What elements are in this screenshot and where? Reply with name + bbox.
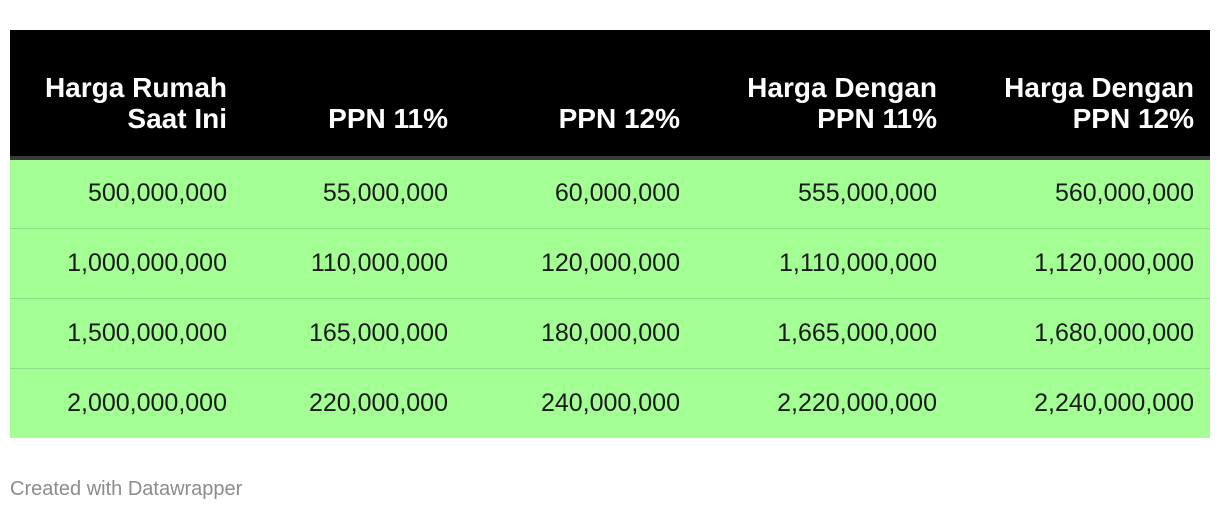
table-cell: 110,000,000 xyxy=(232,228,464,299)
table-cell: 1,500,000,000 xyxy=(10,298,232,369)
table-cell: 560,000,000 xyxy=(953,158,1210,229)
table-cell: 55,000,000 xyxy=(232,158,464,229)
column-header: Harga Dengan PPN 12% xyxy=(953,30,1210,160)
table-cell: 1,665,000,000 xyxy=(696,298,953,369)
data-table-container: Harga Rumah Saat Ini PPN 11% PPN 12% Har… xyxy=(10,30,1210,438)
table-row: 2,000,000,000 220,000,000 240,000,000 2,… xyxy=(10,368,1210,438)
table-cell: 220,000,000 xyxy=(232,368,464,438)
table-cell: 165,000,000 xyxy=(232,298,464,369)
column-header: Harga Dengan PPN 11% xyxy=(696,30,953,160)
table-row: 1,500,000,000 165,000,000 180,000,000 1,… xyxy=(10,298,1210,369)
table-cell: 1,120,000,000 xyxy=(953,228,1210,299)
column-header: Harga Rumah Saat Ini xyxy=(10,30,232,160)
table-cell: 60,000,000 xyxy=(464,158,696,229)
table-cell: 555,000,000 xyxy=(696,158,953,229)
table-cell: 2,000,000,000 xyxy=(10,368,232,438)
table-row: 500,000,000 55,000,000 60,000,000 555,00… xyxy=(10,158,1210,229)
table-cell: 2,240,000,000 xyxy=(953,368,1210,438)
table-cell: 180,000,000 xyxy=(464,298,696,369)
table-cell: 1,110,000,000 xyxy=(696,228,953,299)
header-row: Harga Rumah Saat Ini PPN 11% PPN 12% Har… xyxy=(10,30,1210,160)
footer-credit: Created with Datawrapper xyxy=(10,478,243,500)
table-row: 1,000,000,000 110,000,000 120,000,000 1,… xyxy=(10,228,1210,299)
table-cell: 1,000,000,000 xyxy=(10,228,232,299)
table-cell: 2,220,000,000 xyxy=(696,368,953,438)
table-cell: 120,000,000 xyxy=(464,228,696,299)
data-table: Harga Rumah Saat Ini PPN 11% PPN 12% Har… xyxy=(10,30,1210,438)
table-cell: 500,000,000 xyxy=(10,158,232,229)
column-header: PPN 12% xyxy=(464,30,696,160)
table-header: Harga Rumah Saat Ini PPN 11% PPN 12% Har… xyxy=(10,30,1210,160)
table-body: 500,000,000 55,000,000 60,000,000 555,00… xyxy=(10,158,1210,438)
table-cell: 1,680,000,000 xyxy=(953,298,1210,369)
table-cell: 240,000,000 xyxy=(464,368,696,438)
column-header: PPN 11% xyxy=(232,30,464,160)
